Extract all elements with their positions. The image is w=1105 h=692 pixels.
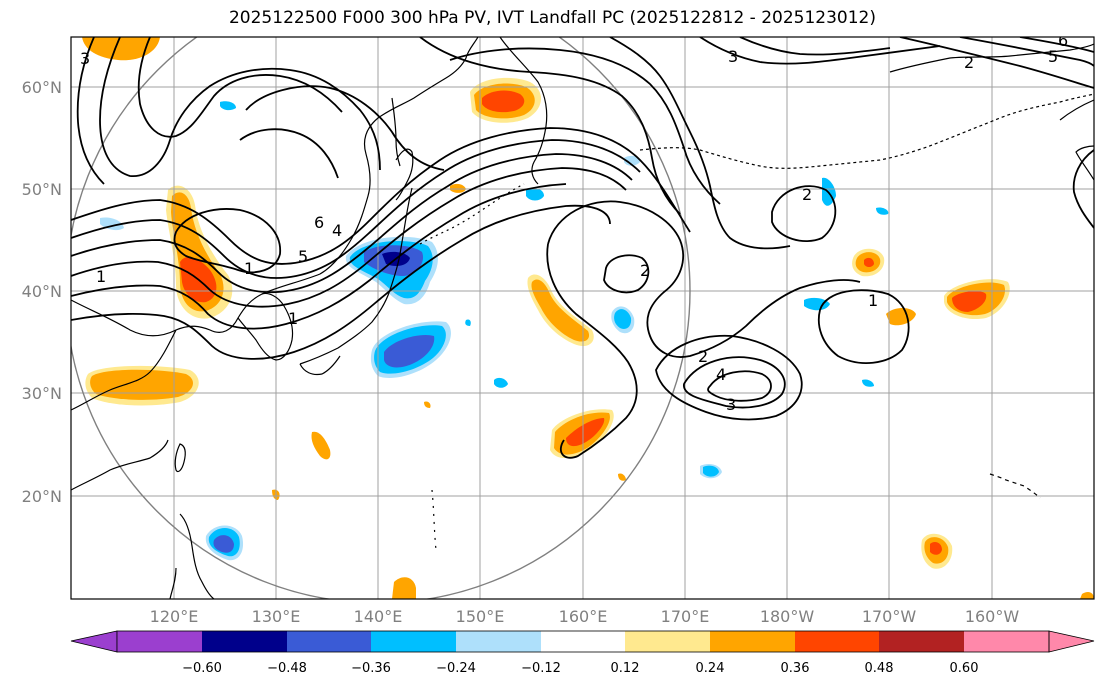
lon-tick-label: 180°W xyxy=(760,607,815,626)
colorbar-tick-label: 0.48 xyxy=(865,661,894,676)
colorbar-tick-label: −0.36 xyxy=(351,661,391,676)
colorbar-tick-label: 0.12 xyxy=(611,661,640,676)
colorbar-segment xyxy=(541,631,625,652)
colorbar-segment xyxy=(371,631,456,652)
contour-label: 4 xyxy=(332,221,342,240)
lat-tick-label: 60°N xyxy=(22,78,62,97)
colorbar-segment xyxy=(1048,630,1095,653)
coastline-philippines xyxy=(179,513,215,599)
colorbar-tick-label: −0.48 xyxy=(267,661,307,676)
map-title: 2025122500 F000 300 hPa PV, IVT Landfall… xyxy=(228,8,876,28)
colorbar-tick-label: −0.12 xyxy=(521,661,561,676)
contour-label: 3 xyxy=(728,47,738,66)
contour-label: 1 xyxy=(288,309,298,328)
contour-label: 6 xyxy=(1058,31,1068,50)
pv-positive-patches xyxy=(82,37,1094,599)
contour-label: 5 xyxy=(298,247,308,266)
contour-label: 2 xyxy=(802,185,812,204)
colorbar-segment xyxy=(964,631,1049,652)
map-panel: 3 6 5 2 3 1 5 6 4 1 2 2 1 2 3 4 1 xyxy=(71,31,1094,599)
colorbar-segment xyxy=(795,631,879,652)
lon-tick-label: 150°E xyxy=(456,607,505,626)
coastline-asia xyxy=(71,37,479,337)
lon-tick-labels: 120°E 130°E 140°E 150°E 160°E 170°E 180°… xyxy=(150,607,1020,626)
map-frame xyxy=(70,36,1095,600)
lon-tick-label: 160°W xyxy=(965,607,1020,626)
contour-label: 1 xyxy=(96,267,106,286)
lon-tick-label: 130°E xyxy=(252,607,301,626)
lat-tick-labels: 60°N 50°N 40°N 30°N 20°N xyxy=(22,78,62,506)
colorbar-tick-label: −0.60 xyxy=(182,661,222,676)
contour-label: 4 xyxy=(716,365,726,384)
colorbar-segment xyxy=(879,631,964,652)
colorbar: −0.60 −0.48 −0.36 −0.24 −0.12 0.12 0.24 … xyxy=(70,630,1095,676)
contour-label: 5 xyxy=(1048,47,1058,66)
gridlines xyxy=(71,37,1094,599)
colorbar-tick-labels: −0.60 −0.48 −0.36 −0.24 −0.12 0.12 0.24 … xyxy=(182,661,978,676)
contour-label: 3 xyxy=(80,49,90,68)
colorbar-segment xyxy=(456,631,541,652)
lat-tick-label: 20°N xyxy=(22,487,62,506)
contour-label: 6 xyxy=(314,213,324,232)
colorbar-segment xyxy=(287,631,371,652)
colorbar-segment xyxy=(710,631,795,652)
colorbar-segment xyxy=(625,631,710,652)
pv-contours xyxy=(71,37,1094,459)
lat-tick-label: 30°N xyxy=(22,384,62,403)
contour-label: 2 xyxy=(964,53,974,72)
lon-tick-label: 140°E xyxy=(354,607,403,626)
contour-label: 1 xyxy=(868,291,878,310)
lat-tick-label: 50°N xyxy=(22,180,62,199)
colorbar-tick-label: 0.60 xyxy=(950,661,979,676)
pv-contour-2-central xyxy=(547,200,861,358)
colorbar-tick-label: 0.36 xyxy=(781,661,810,676)
contour-label: 1 xyxy=(244,259,254,278)
lon-tick-label: 170°W xyxy=(862,607,917,626)
colorbar-tick-label: −0.24 xyxy=(436,661,476,676)
colorbar-segment xyxy=(117,631,202,652)
contour-labels: 3 6 5 2 3 1 5 6 4 1 2 2 1 2 3 4 1 xyxy=(80,31,1068,414)
lon-tick-label: 170°E xyxy=(661,607,710,626)
lat-tick-label: 40°N xyxy=(22,282,62,301)
contour-label: 2 xyxy=(640,261,650,280)
colorbar-segment xyxy=(202,631,287,652)
landfall-region-circle xyxy=(71,37,691,599)
lon-tick-label: 120°E xyxy=(150,607,199,626)
colorbar-segment xyxy=(70,630,118,653)
colorbar-tick-label: 0.24 xyxy=(696,661,725,676)
contour-label: 3 xyxy=(726,395,736,414)
lon-tick-label: 160°E xyxy=(559,607,608,626)
contour-label: 2 xyxy=(698,347,708,366)
